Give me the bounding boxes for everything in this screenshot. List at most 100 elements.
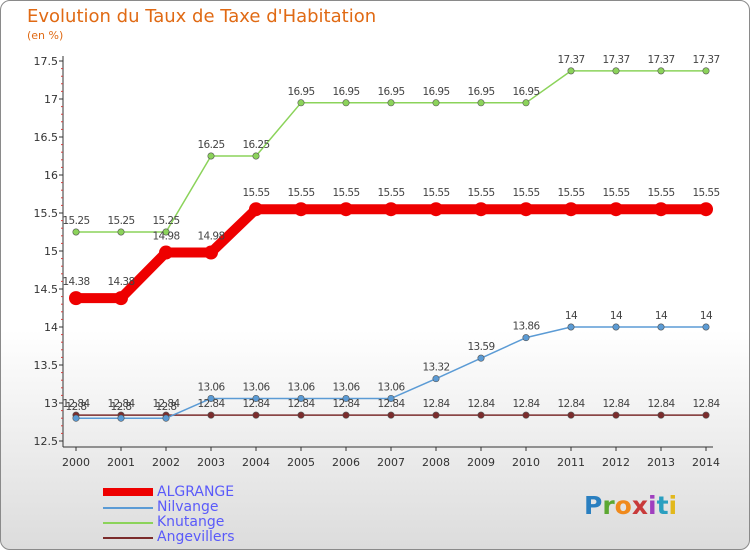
data-label: 15.55 [377,187,404,199]
legend-label-algrange: ALGRANGE [157,484,235,500]
data-label: 12.84 [107,398,135,410]
data-label: 13.86 [512,321,540,333]
data-point [654,202,668,217]
data-label: 13.59 [467,341,494,353]
data-point [72,228,80,236]
data-label: 14 [655,310,668,322]
data-label: 12.8 [66,401,87,413]
x-tick-label: 2010 [512,456,540,469]
data-label: 16.95 [332,86,359,98]
proxiti-logo: Proxiti [584,491,678,520]
data-label: 12.84 [287,398,315,410]
legend-swatch-knutange [103,522,153,524]
y-tick-label: 17 [44,93,58,106]
data-point [474,202,488,217]
data-point [567,323,575,331]
data-label: 16.25 [242,139,269,151]
data-point [612,67,620,75]
data-point [252,394,260,402]
data-label: 12.84 [647,398,675,410]
data-label: 13.06 [287,381,315,393]
y-tick-label: 12.5 [34,435,59,448]
data-point [294,202,308,217]
x-tick-label: 2003 [197,456,225,469]
data-label: 15.55 [242,187,269,199]
data-label: 12.84 [467,398,495,410]
data-point [342,394,350,402]
x-tick-label: 2001 [107,456,135,469]
data-label: 15.25 [152,215,179,227]
x-tick-label: 2013 [647,456,675,469]
data-point [342,411,350,419]
data-point [477,99,485,107]
legend-label-angevillers: Angevillers [157,529,235,545]
data-point [612,411,620,419]
data-point [612,323,620,331]
data-point [384,202,398,217]
legend-swatch-nilvange [103,507,153,509]
data-point [114,291,128,306]
data-point [477,354,485,362]
data-point [564,202,578,217]
y-tick-label: 15.5 [34,207,59,220]
y-tick-label: 13 [44,397,58,410]
data-label: 15.55 [422,187,449,199]
data-label: 16.25 [197,139,224,151]
data-point [702,323,710,331]
data-label: 17.37 [692,54,719,66]
data-label: 16.95 [377,86,404,98]
data-label: 12.84 [242,398,270,410]
data-label: 15.25 [107,215,134,227]
data-point [252,411,260,419]
data-point [522,411,530,419]
data-label: 14 [565,310,578,322]
data-point [522,334,530,342]
data-point [69,291,83,306]
data-point [567,411,575,419]
data-label: 16.95 [422,86,449,98]
data-label: 12.84 [152,398,180,410]
data-label: 15.55 [692,187,719,199]
data-point [339,202,353,217]
y-tick-label: 14.5 [34,283,59,296]
x-tick-label: 2012 [602,456,630,469]
data-label: 15.55 [602,187,629,199]
data-label: 12.84 [557,398,585,410]
data-point [657,67,665,75]
data-label: 14 [610,310,623,322]
data-label: 14.98 [197,231,224,243]
data-label: 17.37 [602,54,629,66]
y-tick-label: 15 [44,245,58,258]
data-label: 17.37 [557,54,584,66]
data-point [702,67,710,75]
x-tick-label: 2006 [332,456,360,469]
legend-swatch-algrange [103,488,153,496]
data-label: 16.95 [512,86,539,98]
data-point [657,323,665,331]
data-point [609,202,623,217]
x-tick-label: 2007 [377,456,405,469]
data-point [207,411,215,419]
data-label: 13.06 [242,381,270,393]
data-point [297,411,305,419]
data-label: 12.8 [111,401,132,413]
data-label: 13.32 [422,362,449,374]
data-point [117,414,125,422]
data-point [387,394,395,402]
x-tick-label: 2014 [692,456,720,469]
data-point [522,99,530,107]
x-tick-label: 2004 [242,456,270,469]
data-point [387,411,395,419]
data-label: 12.84 [602,398,630,410]
data-point [429,202,443,217]
data-label: 17.37 [647,54,674,66]
x-tick-label: 2009 [467,456,495,469]
data-label: 15.55 [467,187,494,199]
data-label: 12.84 [377,398,405,410]
data-label: 13.06 [332,381,360,393]
data-point [297,99,305,107]
data-point [432,411,440,419]
data-point [162,228,170,236]
